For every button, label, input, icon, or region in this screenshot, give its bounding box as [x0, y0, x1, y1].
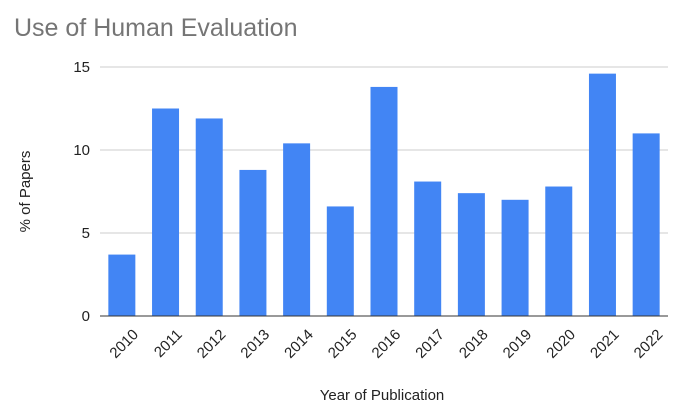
bar-2011: [152, 108, 180, 316]
x-tick-label: 2015: [325, 326, 361, 362]
x-tick-label: 2017: [412, 326, 448, 362]
bar-2021: [588, 73, 616, 316]
y-tick-label: 0: [82, 308, 90, 325]
bar-2017: [414, 181, 442, 316]
y-axis-ticks: 0 5 10 15: [73, 59, 90, 325]
x-tick-label: 2012: [194, 326, 230, 362]
y-tick-label: 15: [73, 59, 90, 76]
bar-2012: [195, 118, 223, 317]
y-axis-title: % of Papers: [17, 151, 34, 233]
bar-2014: [283, 143, 311, 316]
x-axis-ticks: 2010 2011 2012 2013 2014 2015 2016 2017 2018 2019…: [106, 326, 666, 362]
bar-2016: [370, 86, 398, 316]
bar-2022: [632, 133, 660, 316]
x-tick-label: 2013: [237, 326, 273, 362]
x-tick-label: 2011: [151, 326, 186, 361]
y-tick-label: 10: [73, 142, 90, 159]
bar-2019: [501, 199, 529, 316]
x-tick-label: 2021: [587, 326, 623, 362]
x-tick-label: 2016: [369, 326, 405, 362]
x-tick-label: 2020: [543, 326, 579, 362]
x-tick-label: 2022: [631, 326, 667, 362]
bar-2010: [108, 254, 136, 316]
bar-2015: [326, 206, 354, 316]
bar-2020: [545, 186, 573, 316]
y-tick-label: 5: [82, 225, 90, 242]
x-tick-label: 2019: [500, 326, 536, 362]
chart-title: Use of Human Evaluation: [14, 14, 297, 42]
bar-2013: [239, 169, 267, 316]
bar-2018: [457, 193, 485, 316]
x-axis-title: Year of Publication: [320, 387, 445, 404]
bars: [108, 73, 660, 317]
x-tick-label: 2010: [106, 326, 142, 362]
x-tick-label: 2014: [281, 326, 317, 362]
x-tick-label: 2018: [456, 326, 492, 362]
